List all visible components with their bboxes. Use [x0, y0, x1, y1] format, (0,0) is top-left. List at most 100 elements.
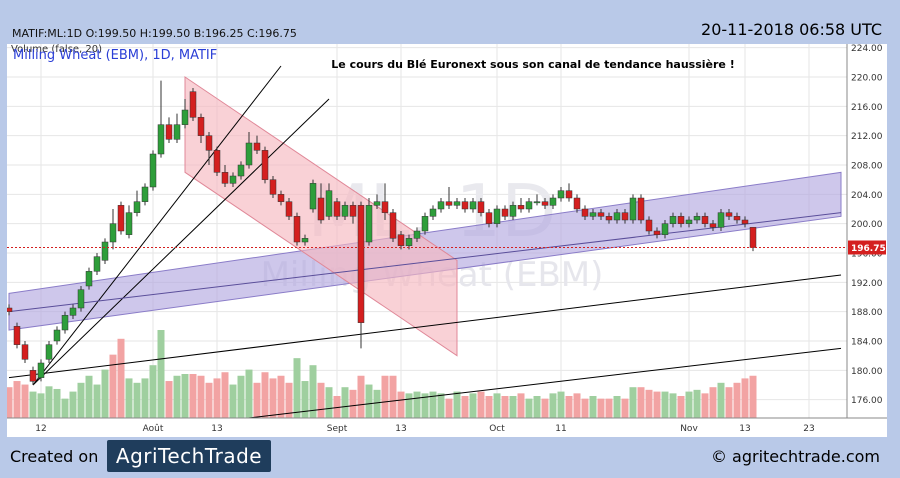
volume-bar	[677, 396, 685, 418]
volume-bar	[133, 382, 141, 418]
volume-bar	[197, 375, 205, 418]
volume-bar	[397, 391, 405, 418]
volume-bar	[493, 393, 501, 418]
volume-bar	[621, 398, 629, 418]
candle-body	[245, 142, 253, 166]
trend-lines	[8, 65, 842, 423]
chart-annotation: Le cours du Blé Euronext sous son canal …	[331, 58, 734, 71]
trend-line	[32, 65, 282, 386]
price-chart[interactable]: ML, 1D Milling Wheat (EBM) 176.00180.001…	[5, 44, 887, 437]
volume-bar	[261, 372, 269, 418]
volume-bar	[525, 398, 533, 418]
candle-body	[469, 201, 477, 210]
volume-bar	[325, 387, 333, 418]
volume-bar	[53, 388, 61, 418]
volume-bar	[29, 391, 37, 418]
candle-body	[397, 234, 405, 246]
volume-bar	[501, 396, 509, 418]
x-tick-label: 23	[803, 424, 814, 434]
x-tick-label: 13	[739, 424, 750, 434]
volume-bar	[541, 398, 549, 418]
candle-body	[429, 208, 437, 217]
candle-body	[301, 238, 309, 243]
trend-line	[216, 347, 842, 423]
ohlc-readout: MATIF:ML:1D O:199.50 H:199.50 B:196.25 C…	[12, 27, 297, 40]
candle-body	[565, 190, 573, 199]
volume-bar	[645, 389, 653, 418]
volume-bar	[749, 375, 757, 418]
y-tick-label: 204.00	[851, 191, 883, 201]
candle-body	[381, 201, 389, 213]
volume-bar	[333, 396, 341, 418]
volume-bar	[205, 382, 213, 418]
volume-bar	[245, 369, 253, 418]
candle-body	[77, 289, 85, 309]
y-tick-label: 216.00	[851, 103, 883, 113]
candle-body	[589, 212, 597, 217]
candle-body	[213, 150, 221, 173]
volume-bar	[13, 381, 21, 418]
volume-bar	[341, 387, 349, 418]
candle-body	[421, 216, 429, 232]
candle-body	[181, 109, 189, 125]
site-link[interactable]: © agritechtrade.com	[710, 447, 880, 466]
volume-bar	[709, 387, 717, 418]
candle-body	[637, 197, 645, 221]
top-bar: MATIF:ML:1D O:199.50 H:199.50 B:196.25 C…	[0, 0, 900, 44]
candles	[5, 80, 757, 385]
volume-bar	[421, 393, 429, 418]
volume-bar	[93, 384, 101, 418]
candle-body	[669, 216, 677, 224]
footer-bar: Created on Agr⁠i⁠TechTrade © agritechtra…	[0, 437, 900, 478]
volume-bars	[5, 330, 757, 418]
x-tick-label: Sept	[327, 424, 348, 434]
candle-body	[133, 201, 141, 213]
volume-bar	[573, 393, 581, 418]
volume-bar	[597, 398, 605, 418]
volume-bar	[141, 378, 149, 418]
agritechtrade-logo[interactable]: Agr⁠i⁠TechTrade	[107, 440, 271, 472]
volume-bar	[669, 393, 677, 418]
y-tick-label: 212.00	[851, 132, 883, 142]
volume-bar	[637, 387, 645, 418]
candle-body	[605, 216, 613, 221]
candle-body	[85, 271, 93, 287]
volume-bar	[373, 389, 381, 418]
candle-body	[741, 219, 749, 224]
chart-panel[interactable]: ML, 1D Milling Wheat (EBM) 176.00180.001…	[5, 44, 887, 437]
candle-body	[253, 142, 261, 151]
trend-line	[8, 274, 842, 379]
volume-bar	[253, 382, 261, 418]
volume-bar	[165, 381, 173, 418]
candle-body	[581, 208, 589, 217]
candle-body	[533, 201, 541, 204]
candle-body	[541, 201, 549, 206]
volume-bar	[357, 375, 365, 418]
volume-bar	[405, 393, 413, 418]
candle-body	[733, 216, 741, 221]
candle-body	[197, 117, 205, 136]
volume-bar	[605, 398, 613, 418]
volume-bar	[237, 375, 245, 418]
candle-body	[717, 212, 725, 228]
candle-body	[93, 256, 101, 272]
candle-body	[165, 124, 173, 140]
volume-bar	[661, 391, 669, 418]
x-axis-background	[7, 418, 887, 437]
volume-bar	[477, 391, 485, 418]
x-axis: 12 Août 13 Sept 13 Oct 11 Nov 13 23	[7, 417, 887, 437]
volume-label: Volume (false, 20)	[11, 44, 102, 55]
volume-bar	[5, 387, 13, 418]
volume-bar	[413, 391, 421, 418]
volume-bar	[549, 393, 557, 418]
volume-bar	[589, 396, 597, 418]
timestamp: 20-11-2018 06:58 UTC	[701, 20, 882, 39]
symbol-label: Milling Wheat (EBM), 1D, MATIF	[13, 48, 217, 63]
candle-body	[477, 201, 485, 213]
candle-body	[277, 194, 285, 202]
y-tick-label: 224.00	[851, 44, 883, 54]
volume-bar	[733, 382, 741, 418]
y-tick-label: 192.00	[851, 279, 883, 289]
y-tick-label: 220.00	[851, 74, 883, 84]
candle-body	[485, 212, 493, 224]
